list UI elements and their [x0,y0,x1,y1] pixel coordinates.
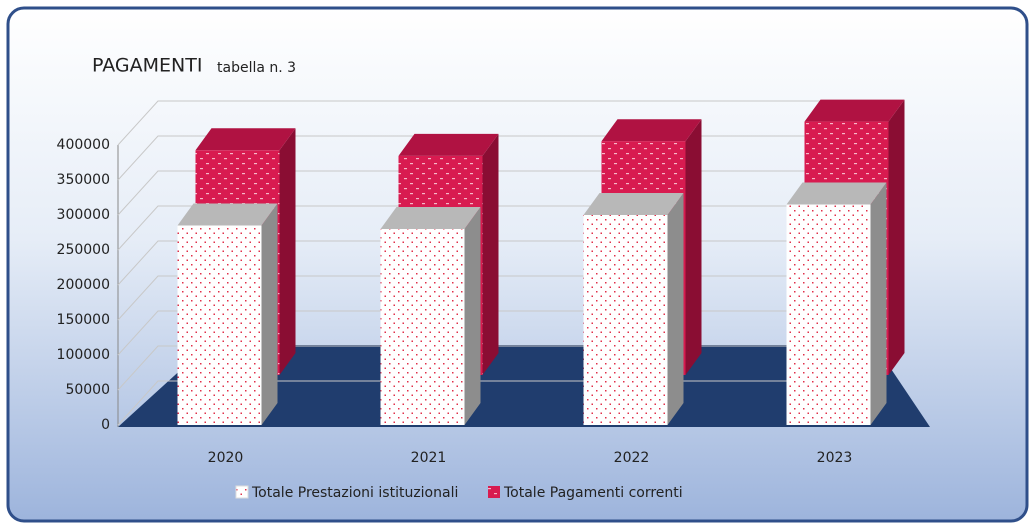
x-tick-label: 2022 [614,450,650,466]
y-tick-label: 300000 [57,207,110,223]
y-tick-label: 350000 [57,172,110,188]
x-tick-label: 2023 [817,450,853,466]
chart-title: PAGAMENTI [92,55,202,77]
y-tick-label: 150000 [57,312,110,328]
bar [786,204,871,425]
x-tick-label: 2021 [411,450,447,466]
bar-side [870,182,887,425]
y-tick-label: 100000 [57,347,110,363]
chart-subtitle: tabella n. 3 [217,60,296,76]
bar-side [685,119,702,375]
y-tick-label: 200000 [57,277,110,293]
bar-side [888,99,905,375]
bar-side [279,128,296,375]
bar-top [786,182,887,205]
bar-top [177,203,278,226]
bar-side [464,207,481,425]
legend-swatch [235,485,249,499]
legend-label: Totale Prestazioni istituzionali [251,485,458,501]
bar-top [601,119,702,142]
bar-top [398,133,499,156]
bar-top [583,193,684,215]
grid-line [117,100,875,146]
bar-side [261,203,278,425]
bar-side [482,133,499,375]
bar-top [380,207,481,229]
y-tick-label: 400000 [57,137,110,153]
bar [177,225,262,425]
legend-label: Totale Pagamenti correnti [503,485,683,501]
x-tick-label: 2020 [208,450,244,466]
y-tick-label: 50000 [65,382,110,398]
y-tick-label: 250000 [57,242,110,258]
bar-side [667,193,684,425]
floor [118,345,930,427]
bar-top [195,128,296,151]
bar [380,229,465,425]
bar [583,215,668,425]
legend-swatch [488,486,500,498]
bar-top [804,99,905,122]
y-tick-label: 0 [101,417,110,433]
